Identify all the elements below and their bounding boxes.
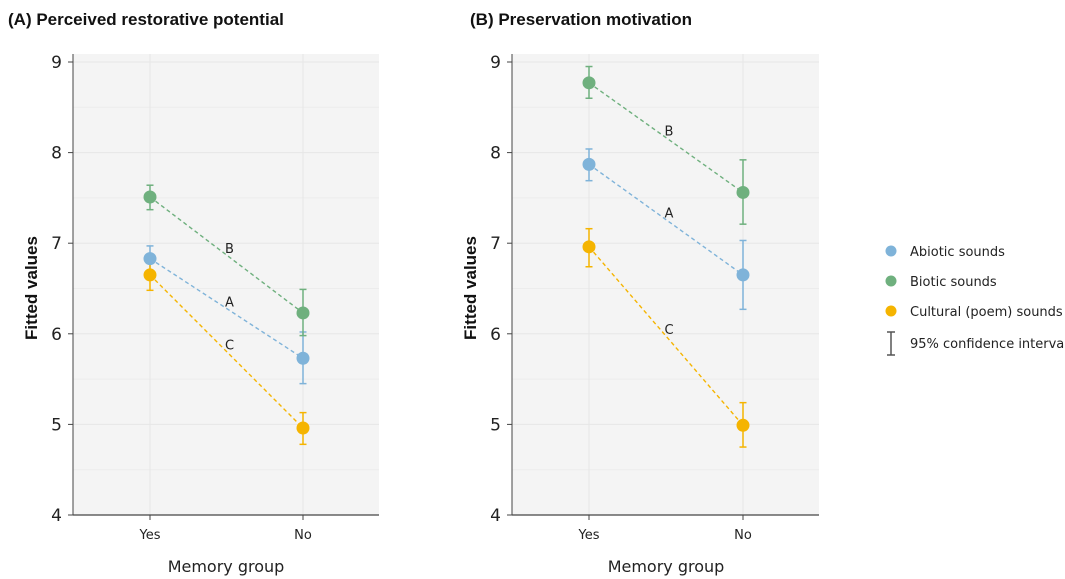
panel-b-series-line-biotic bbox=[588, 82, 744, 194]
panel-a-point-cultural bbox=[296, 421, 310, 435]
panel-b-series-label-abiotic: A bbox=[665, 207, 674, 222]
panel-a-plot-area: 4 5 6 7 8 9 Yes No A B C bbox=[51, 53, 379, 543]
panel-b-y-tick-label: 9 bbox=[490, 53, 501, 73]
panel-b-y-tick-label: 7 bbox=[490, 234, 501, 254]
legend: Abiotic sounds Biotic sounds Cultural (p… bbox=[885, 245, 1065, 356]
panel-b-series-label-cultural: C bbox=[664, 323, 673, 338]
panel-a-y-tick-label: 4 bbox=[51, 506, 62, 526]
panel-a-series-line-biotic bbox=[149, 196, 304, 314]
panel-b-y-tick-label: 5 bbox=[490, 415, 501, 435]
panel-a-series-line-cultural bbox=[149, 274, 304, 429]
panel-b-y-tick-label: 8 bbox=[490, 144, 501, 164]
panel-b-y-tick-label: 4 bbox=[490, 506, 501, 526]
panel-b-y-axis-title: Fitted values bbox=[461, 236, 480, 340]
panel-a-y-tick-label: 8 bbox=[51, 144, 62, 164]
panel-a-y-tick-label: 5 bbox=[51, 415, 62, 435]
panel-a-background bbox=[73, 54, 379, 515]
panel-b-x-axis-title: Memory group bbox=[608, 557, 725, 576]
panel-a-point-abiotic bbox=[143, 252, 157, 266]
panel-a-point-abiotic bbox=[296, 351, 310, 365]
panel-a-series-label-biotic: B bbox=[225, 242, 234, 257]
legend-marker-cultural bbox=[885, 305, 897, 317]
panel-a-point-cultural bbox=[143, 268, 157, 282]
panel-b-x-tick-label: Yes bbox=[578, 528, 600, 543]
panel-b-point-cultural bbox=[582, 240, 596, 254]
panel-b-point-cultural bbox=[736, 418, 750, 432]
panel-a: (A) Perceived restorative potential Fitt… bbox=[8, 10, 379, 576]
legend-label-abiotic: Abiotic sounds bbox=[910, 245, 1005, 260]
panel-a-x-axis-title: Memory group bbox=[168, 557, 285, 576]
panel-b-series-line-cultural bbox=[588, 246, 744, 426]
panel-b-plot-area: 4 5 6 7 8 9 Yes No A B C bbox=[490, 53, 819, 543]
panel-a-point-biotic bbox=[296, 306, 310, 320]
panel-b-point-biotic bbox=[582, 76, 596, 90]
legend-marker-biotic bbox=[885, 275, 897, 287]
legend-ci-symbol bbox=[887, 331, 895, 356]
panel-b-point-abiotic bbox=[736, 268, 750, 282]
panel-b-y-tick-label: 6 bbox=[490, 325, 501, 345]
panel-a-y-tick-label: 6 bbox=[51, 325, 62, 345]
panel-a-x-tick-label: No bbox=[294, 528, 312, 543]
legend-label-cultural: Cultural (poem) sounds bbox=[910, 305, 1063, 320]
panel-b-background bbox=[512, 54, 819, 515]
panel-b-series-line-abiotic bbox=[588, 163, 744, 276]
panel-b-series-label-biotic: B bbox=[665, 125, 674, 140]
panel-a-series-label-abiotic: A bbox=[225, 295, 234, 310]
panel-a-y-tick-label: 7 bbox=[51, 234, 62, 254]
legend-label-biotic: Biotic sounds bbox=[910, 275, 997, 290]
panel-b-point-biotic bbox=[736, 185, 750, 199]
panel-b-point-abiotic bbox=[582, 157, 596, 171]
panel-a-y-axis-title: Fitted values bbox=[22, 236, 41, 340]
panel-a-y-tick-label: 9 bbox=[51, 53, 62, 73]
panel-b-title: (B) Preservation motivation bbox=[470, 10, 692, 29]
panel-a-series-line-abiotic bbox=[149, 258, 304, 359]
legend-marker-abiotic bbox=[885, 245, 897, 257]
panel-a-series-label-cultural: C bbox=[225, 338, 234, 353]
panel-a-title: (A) Perceived restorative potential bbox=[8, 10, 284, 29]
legend-label-ci: 95% confidence intervals bbox=[910, 337, 1065, 352]
panel-a-x-tick-label: Yes bbox=[139, 528, 161, 543]
panel-a-point-biotic bbox=[143, 190, 157, 204]
panel-b: (B) Preservation motivation Fitted value… bbox=[461, 10, 819, 576]
panel-b-x-tick-label: No bbox=[734, 528, 752, 543]
